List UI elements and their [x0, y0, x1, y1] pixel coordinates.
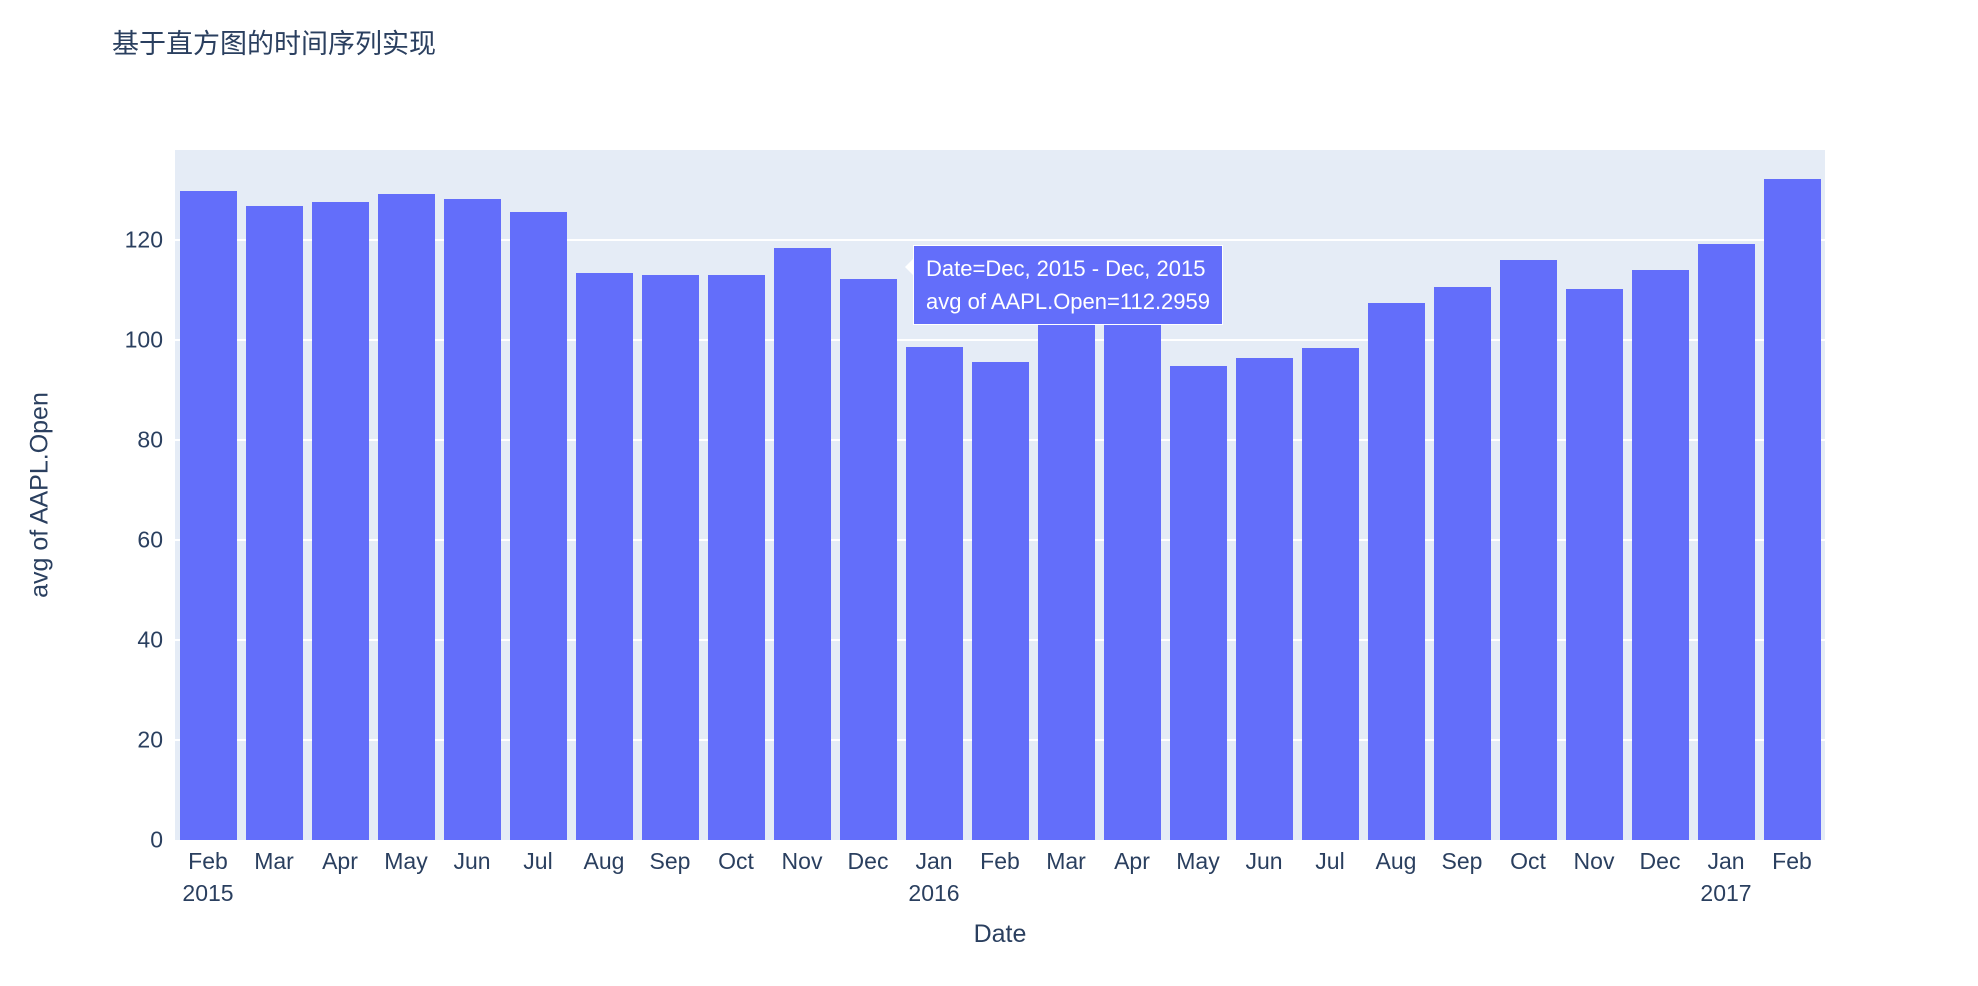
x-tick-label: Aug	[1375, 848, 1417, 874]
chart-title: 基于直方图的时间序列实现	[112, 29, 436, 59]
bar[interactable]	[377, 194, 435, 840]
year-label: 2015	[182, 880, 234, 906]
x-tick-label: Nov	[781, 848, 823, 874]
x-tick-label: Oct	[1510, 848, 1546, 874]
bar[interactable]	[1169, 366, 1227, 840]
x-tick-label: Jul	[1315, 848, 1345, 874]
x-tick-label: Feb	[980, 848, 1020, 874]
bar[interactable]	[1499, 260, 1557, 840]
x-tick-label: Jun	[453, 848, 491, 874]
x-tick-label: Sep	[649, 848, 691, 874]
bar[interactable]	[245, 206, 303, 840]
tooltip-arrow-icon	[905, 257, 914, 276]
bar[interactable]	[773, 247, 831, 840]
x-tick-label: Feb	[188, 848, 228, 874]
x-tick-label: Apr	[1114, 848, 1150, 874]
y-tick-label: 40	[137, 626, 163, 653]
x-tick-label: May	[384, 848, 428, 874]
bar[interactable]	[1037, 321, 1095, 840]
year-label: 2016	[908, 880, 960, 906]
bar[interactable]	[575, 272, 633, 840]
x-tick-label: Oct	[718, 848, 754, 874]
hover-tooltip: Date=Dec, 2015 - Dec, 2015 avg of AAPL.O…	[905, 244, 1223, 325]
bar[interactable]	[905, 346, 963, 840]
x-tick-label: Jul	[523, 848, 553, 874]
bar[interactable]	[1367, 302, 1425, 840]
year-label: 2017	[1700, 880, 1752, 906]
bar[interactable]	[443, 199, 501, 840]
x-tick-label: Sep	[1441, 848, 1483, 874]
x-tick-label: Jan	[1707, 848, 1745, 874]
gridline	[175, 339, 1825, 341]
bar[interactable]	[179, 190, 237, 840]
x-tick-label: May	[1176, 848, 1220, 874]
x-tick-label: Jan	[915, 848, 953, 874]
bar[interactable]	[707, 275, 765, 840]
y-tick-label: 80	[137, 426, 163, 453]
x-axis-title: Date	[973, 920, 1027, 948]
bar[interactable]	[641, 275, 699, 840]
y-tick-label: 120	[124, 226, 163, 253]
y-tick-label: 100	[124, 326, 163, 353]
bar[interactable]	[1301, 347, 1359, 840]
x-tick-label: Mar	[254, 848, 294, 874]
bar[interactable]	[1631, 270, 1689, 840]
bar[interactable]	[1763, 179, 1821, 840]
x-tick-label: Mar	[1046, 848, 1086, 874]
x-tick-label: Aug	[583, 848, 625, 874]
gridline	[175, 239, 1825, 241]
x-tick-label: Jun	[1245, 848, 1283, 874]
y-tick-label: 20	[137, 726, 163, 753]
y-tick-label: 60	[137, 526, 163, 553]
x-tick-label: Dec	[847, 848, 889, 874]
y-axis-title: avg of AAPL.Open	[25, 392, 54, 598]
x-tick-label: Dec	[1639, 848, 1681, 874]
tooltip-line-date: Date=Dec, 2015 - Dec, 2015	[926, 255, 1206, 281]
bar[interactable]	[1565, 289, 1623, 840]
x-tick-label: Nov	[1573, 848, 1615, 874]
bar[interactable]	[311, 202, 369, 840]
bar[interactable]	[971, 362, 1029, 840]
bar[interactable]	[1103, 315, 1161, 840]
y-tick-label: 0	[150, 826, 163, 853]
bar[interactable]	[1433, 286, 1491, 840]
tooltip-line-value: avg of AAPL.Open=112.2959	[926, 288, 1210, 314]
x-tick-label: Feb	[1772, 848, 1812, 874]
x-tick-label: Apr	[322, 848, 358, 874]
bar[interactable]	[509, 212, 567, 840]
bar[interactable]	[1235, 357, 1293, 840]
bar[interactable]	[1697, 244, 1755, 840]
bar[interactable]	[839, 278, 897, 840]
